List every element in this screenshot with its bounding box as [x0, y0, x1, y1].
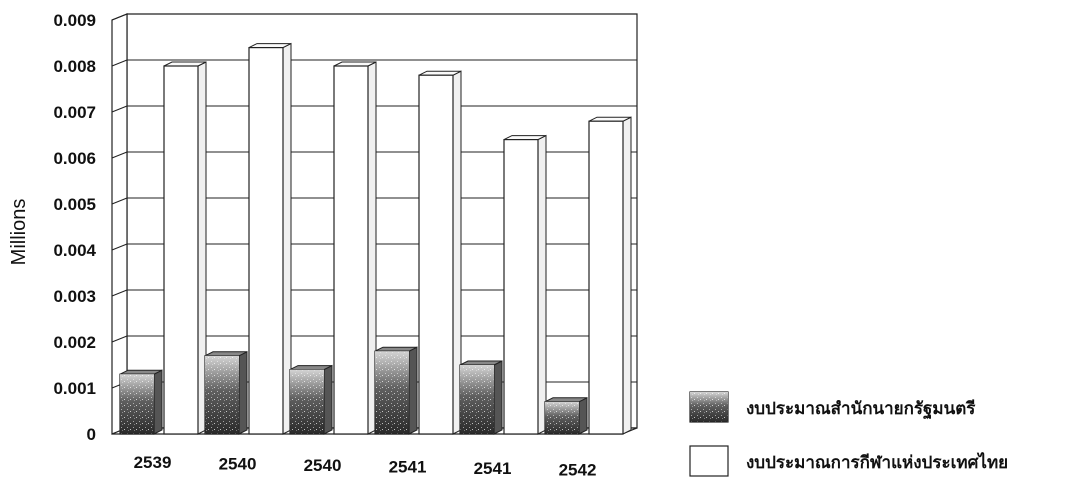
- bar-sports-authority-front: [333, 65, 369, 435]
- bar-office-prime-minister-side: [493, 360, 503, 435]
- y-tick-label: 0.001: [53, 379, 96, 398]
- y-axis-label: Millions: [8, 199, 30, 266]
- bar-sports-authority: [248, 42, 292, 435]
- bar-office-prime-minister-side: [323, 364, 333, 435]
- bar-office-prime-minister-shading: [545, 401, 579, 434]
- gridline-left: [111, 197, 128, 205]
- gridline-left: [111, 105, 128, 113]
- left-wall: [111, 13, 128, 435]
- bar-sports-authority: [333, 61, 377, 435]
- bar-office-prime-minister: [374, 346, 418, 435]
- gridline-left: [111, 13, 128, 21]
- bar-office-prime-minister-side: [408, 346, 418, 435]
- bar-office-prime-minister-side: [153, 369, 163, 435]
- y-tick-label: 0.002: [53, 333, 96, 352]
- bar-office-prime-minister-shading: [460, 365, 494, 434]
- bar-office-prime-minister-shading: [120, 374, 154, 434]
- bar-sports-authority: [503, 134, 547, 435]
- x-tick-label: 2541: [389, 458, 427, 477]
- y-tick-label: 0.009: [53, 11, 96, 30]
- gridline-left: [111, 243, 128, 251]
- bar-office-prime-minister: [544, 396, 588, 435]
- y-tick-label: 0: [87, 425, 96, 444]
- bars-layer: [119, 42, 632, 435]
- bar-sports-authority-front: [163, 65, 199, 435]
- y-tick-label: 0.008: [53, 57, 96, 76]
- bar-sports-authority-front: [588, 120, 624, 435]
- bar-office-prime-minister-side: [238, 350, 248, 435]
- gridline-left: [111, 289, 128, 297]
- bar-sports-authority-side: [622, 116, 632, 435]
- x-tick-label: 2539: [134, 453, 172, 472]
- bar-sports-authority: [163, 61, 207, 435]
- bar-sports-authority: [418, 70, 462, 435]
- legend-swatch: [689, 445, 729, 477]
- bar-office-prime-minister-shading: [205, 355, 239, 434]
- bar-office-prime-minister: [289, 364, 333, 435]
- y-tick-label: 0.004: [53, 241, 96, 260]
- legend-label: งบประมาณสำนักนายกรัฐมนตรี: [746, 398, 976, 420]
- gridline-left: [111, 59, 128, 67]
- bar-sports-authority-front: [503, 139, 539, 435]
- x-axis-ticks: 2539 2540 2540 2541 2541 2542: [134, 453, 597, 480]
- bar-office-prime-minister: [459, 360, 503, 435]
- bar-office-prime-minister-top: [459, 360, 503, 366]
- gridline-left: [111, 335, 128, 343]
- x-tick-label: 2541: [474, 459, 512, 478]
- y-tick-label: 0.007: [53, 103, 96, 122]
- y-tick-label: 0.006: [53, 149, 96, 168]
- bar-sports-authority-side: [537, 134, 547, 435]
- x-tick-label: 2540: [304, 456, 342, 475]
- bar-office-prime-minister-shading: [375, 351, 409, 434]
- bar-sports-authority-front: [418, 74, 454, 435]
- legend-swatch-shading: [690, 392, 728, 422]
- gridlines: [111, 13, 637, 389]
- bar-office-prime-minister: [204, 350, 248, 435]
- y-axis-ticks: 0 0.001 0.002 0.003 0.004 0.005 0.006 0.007 0.00…: [53, 11, 96, 444]
- bar-office-prime-minister: [119, 369, 163, 435]
- y-tick-label: 0.003: [53, 287, 96, 306]
- bar-office-prime-minister-shading: [290, 369, 324, 434]
- x-tick-label: 2542: [559, 461, 597, 480]
- y-tick-label: 0.005: [53, 195, 96, 214]
- bar-office-prime-minister-top: [289, 365, 333, 371]
- bar-office-prime-minister-top: [204, 351, 248, 357]
- bar-office-prime-minister-top: [544, 397, 588, 403]
- legend: งบประมาณสำนักนายกรัฐมนตรีงบประมาณการกีฬา…: [689, 391, 1008, 477]
- bar-sports-authority: [588, 116, 632, 435]
- bar-sports-authority-front: [248, 46, 284, 435]
- x-tick-label: 2540: [219, 455, 257, 474]
- legend-label: งบประมาณการกีฬาแห่งประเทศไทย: [746, 452, 1008, 473]
- gridline-left: [111, 151, 128, 159]
- bar-office-prime-minister-side: [578, 396, 588, 435]
